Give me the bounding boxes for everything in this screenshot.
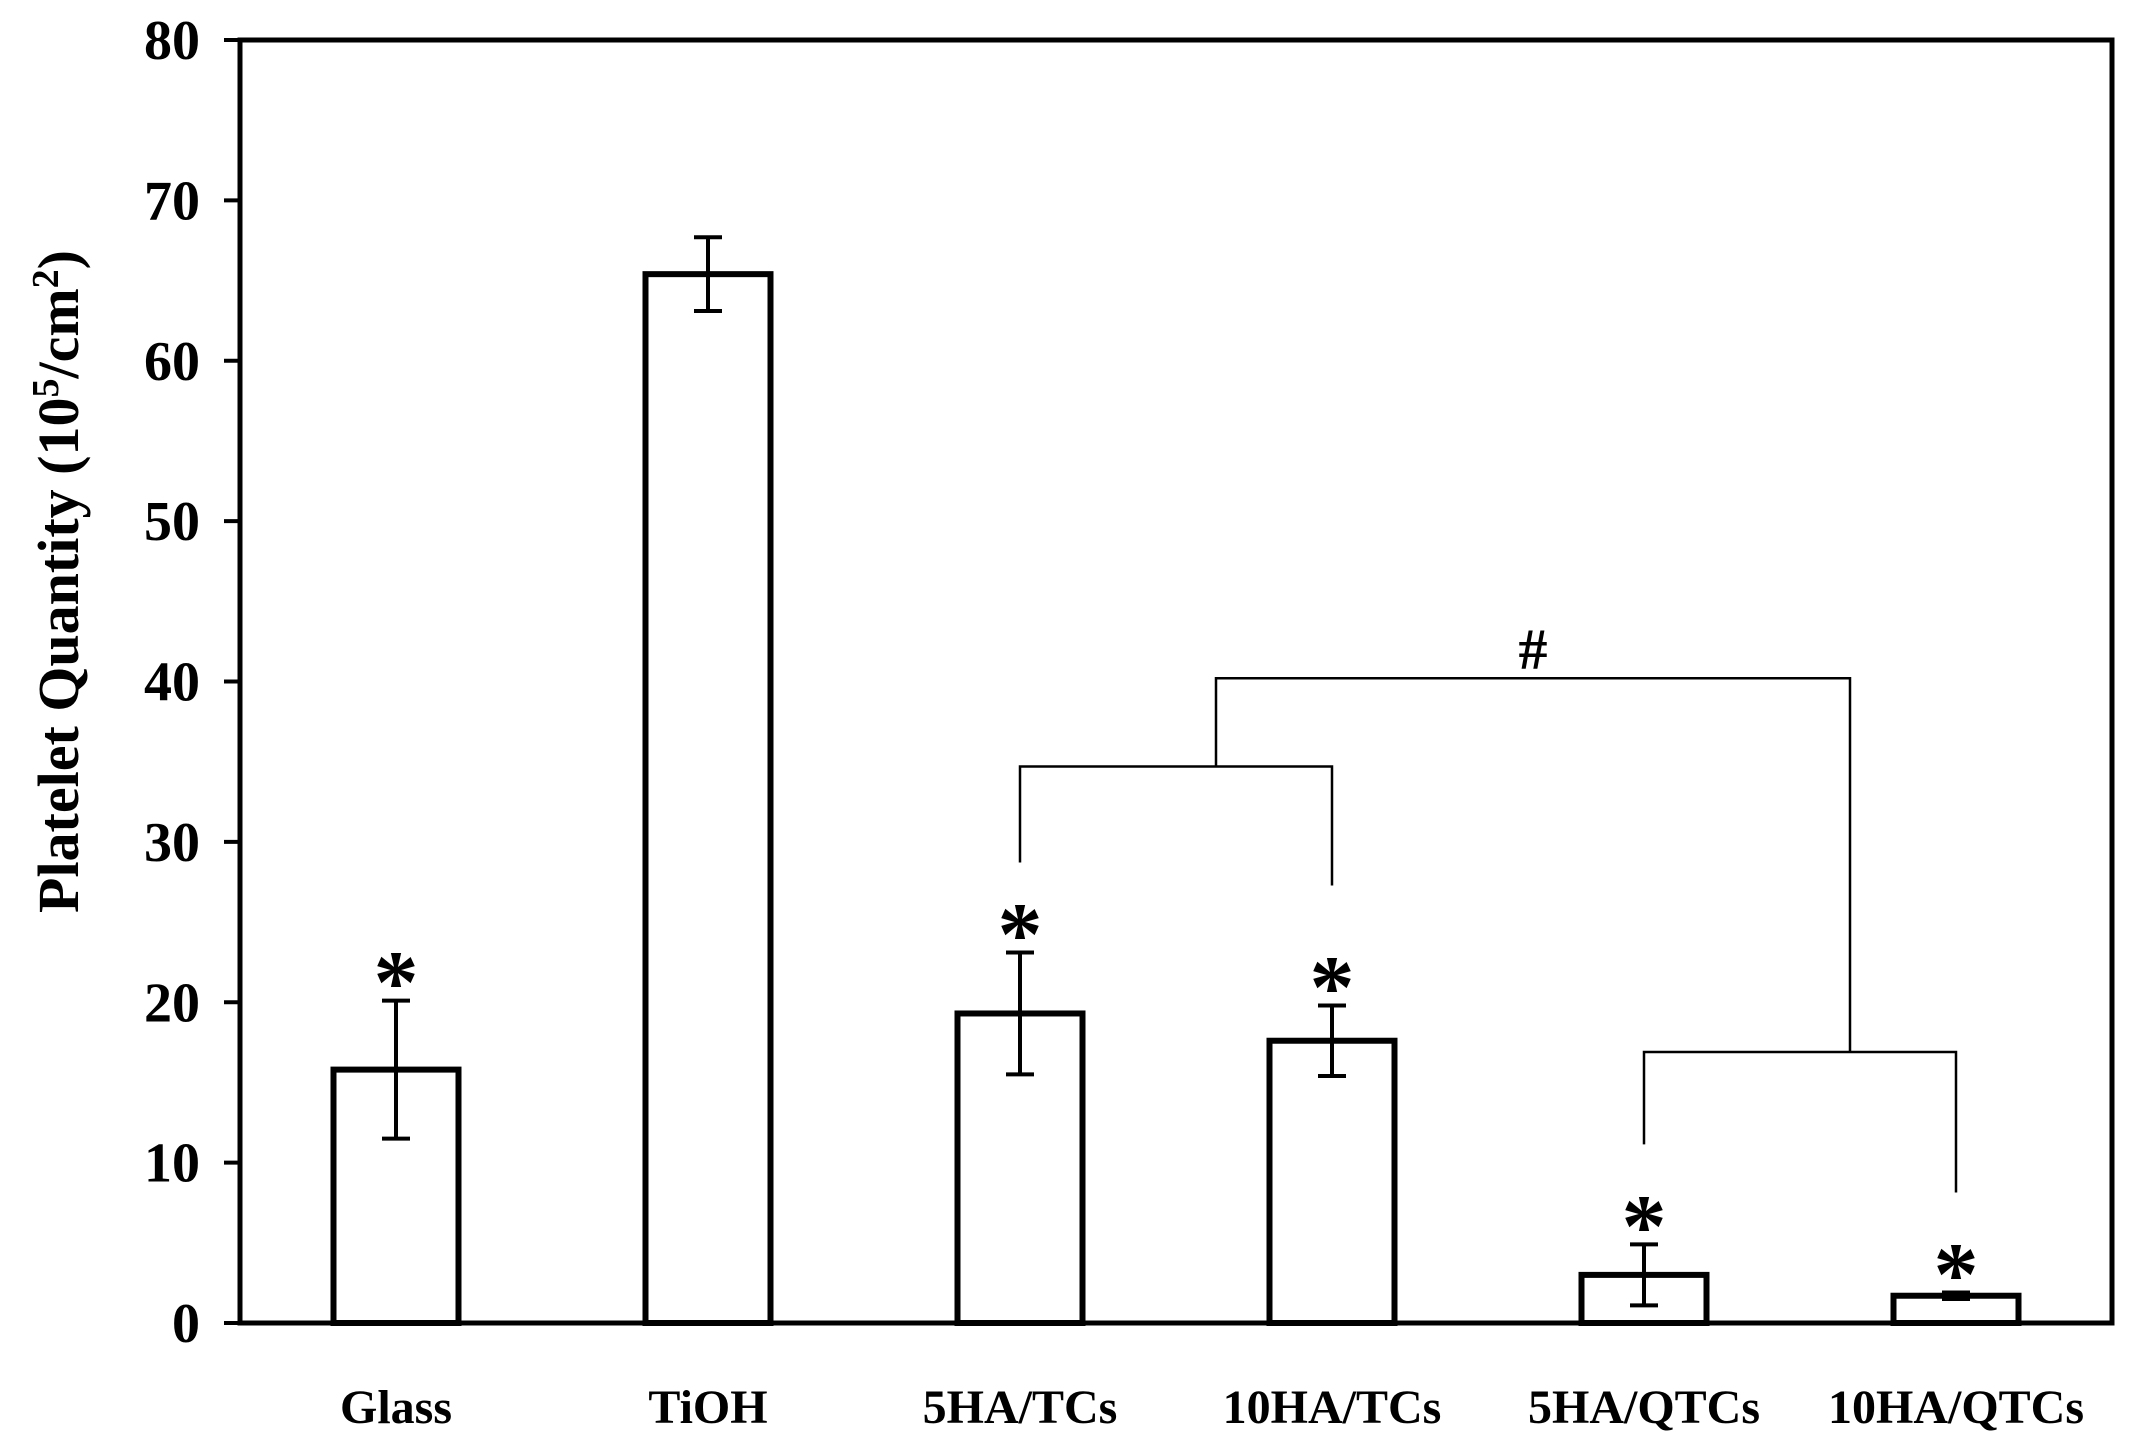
y-tick-label: 20 xyxy=(144,972,200,1034)
hash-marker: # xyxy=(1519,616,1548,681)
x-tick-label-2: 5HA/TCs xyxy=(923,1381,1118,1434)
x-tick-label-1: TiOH xyxy=(648,1381,767,1434)
star-marker-5: * xyxy=(1934,1226,1979,1325)
y-axis-title: Platelet Quantity (105/cm2) xyxy=(25,250,91,913)
x-tick-label-4: 5HA/QTCs xyxy=(1528,1381,1760,1434)
bracket-top xyxy=(1214,677,1852,1052)
x-tick-label-0: Glass xyxy=(340,1381,452,1434)
bar-1 xyxy=(642,271,774,1327)
bars xyxy=(330,271,2022,1327)
star-marker-0: * xyxy=(374,934,419,1033)
y-tick-label: 50 xyxy=(144,491,200,553)
bracket-tcs xyxy=(1018,765,1334,886)
y-tick-label: 10 xyxy=(144,1133,200,1195)
y-axis-label: Platelet Quantity (105/cm2) xyxy=(25,250,91,913)
comparison-brackets: # xyxy=(1018,616,1958,1193)
star-marker-4: * xyxy=(1622,1177,1667,1276)
bracket-qtcs xyxy=(1642,1050,1958,1193)
star-marker-2: * xyxy=(998,886,1043,985)
x-axis-labels: Glass TiOH 5HA/TCs 10HA/TCs 5HA/QTCs 10HA/QTC… xyxy=(340,1381,2084,1434)
x-tick-label-5: 10HA/QTCs xyxy=(1828,1381,2084,1434)
y-tick-label: 30 xyxy=(144,812,200,874)
error-bars xyxy=(382,235,1970,1308)
y-tick-label: 60 xyxy=(144,331,200,393)
y-tick-label: 70 xyxy=(144,170,200,232)
y-axis-ticks: 0 10 20 30 40 50 60 70 80 xyxy=(144,10,240,1355)
x-tick-label-3: 10HA/TCs xyxy=(1223,1381,1442,1434)
star-marker-3: * xyxy=(1310,938,1355,1037)
significance-markers: * * * * * xyxy=(374,886,1979,1325)
y-tick-label: 80 xyxy=(144,10,200,72)
y-tick-label: 0 xyxy=(172,1293,200,1355)
bar-3 xyxy=(1266,1037,1398,1326)
plot-frame xyxy=(237,37,2115,1326)
y-tick-label: 40 xyxy=(144,652,200,714)
